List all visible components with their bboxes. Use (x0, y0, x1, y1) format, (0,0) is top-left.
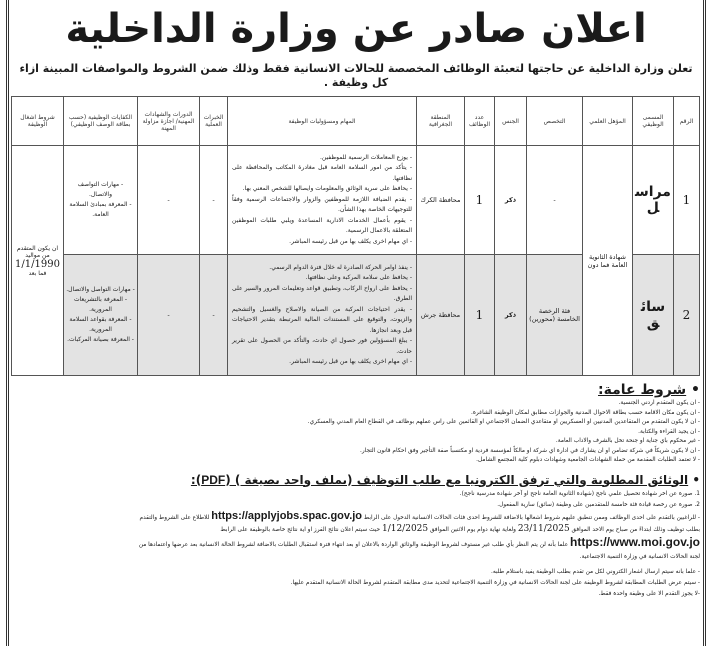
specialty: - (526, 145, 583, 255)
job-count: 1 (464, 254, 495, 376)
tasks: - يوزع المعاملات الرسمية للموظفين. - يتأ… (227, 145, 417, 255)
apply-line: - للراغبين بالتقدم على احدى الوظائف وممن… (12, 509, 700, 524)
gender: ذكر (494, 145, 527, 255)
heading-part: ): (190, 472, 202, 487)
task-item: - يبلغ المسؤولين فور حصول اي حادث، والتأ… (232, 337, 412, 355)
apply-line: https://www.moi.gov.jo علما بأنه لن يتم … (12, 534, 700, 552)
list-item: - ان يكون مكان الاقامة حسب بطاقة الاحوال… (470, 409, 700, 416)
heading-text: شروط عامة: (598, 382, 687, 398)
col-header: المنطقة الجغرافية (416, 96, 465, 146)
page-title: اعلان صادر عن وزارة الداخلية (65, 6, 647, 52)
qualification: شهادة الثانوية العامة فما دون (582, 145, 633, 376)
col-header: المسمى الوظيفي (632, 96, 674, 146)
text: حيث سيتم اعلان نتائج الفرز او اية نتائج … (220, 526, 381, 533)
condition-date: 1/1/1990 (15, 258, 60, 270)
general-conditions-list: - ان يكون المتقدم اردني الجنسية. - ان يك… (12, 399, 700, 466)
skills: - مهارات التواصف والاتصال. - المعرفة بمب… (63, 145, 138, 255)
task-item: - ينفذ اوامر الحركة الصادرة له خلال فترة… (269, 263, 412, 271)
apply-line: لجنة الحالات الانسانية في وزارة التنمية … (579, 553, 700, 560)
task-item: - اي مهام اخرى يكلف بها من قبل رئيسه الم… (289, 237, 412, 245)
gender: ذكر (494, 254, 527, 376)
apply-line: بطلب توظيف وذلك ابتداءً من صباح يوم الاح… (12, 524, 700, 536)
pdf-label: PDF (201, 472, 226, 487)
col-header: الكفايات الوظيفية (حسب بطاقة الوصف الوظي… (63, 96, 138, 146)
heading-part: الوثائق المطلوبة والتي ترفق الكترونيا مع… (225, 472, 689, 487)
page-content: اعلان صادر عن وزارة الداخلية تعلن وزارة … (11, 6, 700, 600)
col-header: المؤهل العلمي (582, 96, 633, 146)
list-item: 1. صورة عن اخر شهادة تحصيل علمي ناجح (شه… (459, 490, 700, 497)
condition-text: ان يكون المتقدم من مواليد (16, 244, 59, 259)
col-header: شروط اشغال الوظيفة (11, 96, 64, 146)
col-header: الرقم (673, 96, 700, 146)
col-header: الدورات والشهادات المهنية/ اجازة مزاولة … (137, 96, 200, 146)
tasks: - ينفذ اوامر الحركة الصادرة له خلال فترة… (227, 254, 417, 376)
task-item: - يقدم الضيافة اللازمة للموظفين والزوار … (232, 195, 412, 214)
col-header: عدد الوظائف (464, 96, 495, 146)
heading-text: الوثائق المطلوبة والتي ترفق الكترونيا مع… (191, 473, 688, 487)
list-item: - علما بانه سيتم ارسال اشعار الكتروني لك… (491, 568, 700, 575)
task-item: - يقدر احتياجات المركبة من الصيانة والاص… (232, 305, 412, 334)
list-item: - ان لا يكون المتقدم من المتقاعدين المدن… (307, 419, 700, 425)
documents-list: 1. صورة عن اخر شهادة تحصيل علمي ناجح (شه… (12, 489, 700, 600)
start-date: 23/11/2025 (517, 523, 570, 534)
condition-text: فما بعد (28, 269, 47, 277)
list-item: - ان لا يكون شريكاً في شركة تضامن او ان … (360, 447, 700, 454)
text: ولغاية نهاية دوام يوم الاثنين الموافق (429, 526, 516, 533)
moi-link[interactable]: https://www.moi.gov.jo (570, 534, 700, 549)
task-item: - اي مهام اخرى يكلف بها من قبل رئيسه الم… (289, 358, 412, 365)
skill-item: - مهارات التواصف والاتصال. (77, 181, 124, 198)
region: محافظة الكرك (416, 145, 465, 255)
job-title: مراسل (632, 145, 674, 255)
col-header: الجنس (494, 96, 527, 146)
list-item: - غير محكوم باي جناية او جنحة تخل بالشرف… (555, 438, 700, 444)
list-item: - سيتم عرض الطلبات المطابقة لشروط الوظيف… (290, 579, 700, 586)
skill-item: - المعرفة بقواعد السلامة المرورية. (69, 316, 132, 333)
text: - للراغبين بالتقدم على احدى الوظائف وممن… (363, 514, 700, 521)
experience: - (199, 145, 228, 255)
list-item: 2. صورة عن رخصة قيادة فئة خامسة للمتقدمي… (497, 501, 700, 508)
courses: - (137, 254, 200, 376)
list-item: - لا تعتمد الطلبات المقدمة من حملة الشها… (476, 457, 700, 463)
specialty: فئة الرخصة الخامسة (محورين) (526, 254, 583, 376)
skill-item: - المعرفة بمبادئ السلامة العامة. (69, 201, 132, 218)
row-number: 2 (673, 254, 700, 376)
apply-link[interactable]: https://applyjobs.spac.gov.jo (211, 509, 363, 522)
text: للاطلاع على الشروط والتقدم (139, 514, 210, 521)
documents-heading: • الوثائق المطلوبة والتي ترفق الكترونيا … (190, 472, 700, 487)
job-count: 1 (464, 145, 495, 255)
skill-item: - المعرفة بالتشريعات المرورية. (73, 296, 128, 313)
general-conditions-heading: • شروط عامة: (598, 382, 700, 398)
jobs-table: الرقم المسمى الوظيفي المؤهل العلمي التخص… (11, 96, 700, 376)
task-item: - يحافظ على سلامة المركبة وعلى نظافتها. (305, 274, 412, 281)
task-item: - يتأكد من امور السلامة العامة قبل مغادر… (232, 164, 412, 182)
skill-item: - المعرفة بصيانة المركبات. (67, 336, 134, 343)
end-date: 1/12/2025 (381, 523, 429, 534)
col-header: المهام ومسؤوليات الوظيفة (227, 96, 417, 146)
list-item: - ان يكون المتقدم اردني الجنسية. (618, 400, 700, 406)
task-item: - يحافظ على ارواح الركاب، وتطبيق قواعد و… (232, 284, 412, 303)
task-item: - يوزع المعاملات الرسمية للموظفين. (320, 153, 412, 161)
text: بطلب توظيف وذلك ابتداءً من صباح يوم الاح… (571, 526, 700, 533)
job-condition: ان يكون المتقدم من مواليد 1/1/1990 فما ب… (11, 145, 64, 376)
table-row: 1 مراسل شهادة الثانوية العامة فما دون - … (11, 145, 700, 376)
task-item: - يقوم بأعمال الخدمات الادارية المساعدة … (232, 216, 412, 235)
text: علما بأنه لن يتم النظر بأي طلب غير مستوف… (138, 541, 569, 548)
col-header: التخصص (526, 96, 583, 146)
list-item: - ان يجيد القراءة والكتابة. (638, 428, 700, 435)
region: محافظة جرش (416, 254, 465, 376)
task-item: - يحافظ على سرية الوثائق والمعلومات وايص… (242, 185, 412, 193)
list-item: -لا يجوز التقدم الا على وظيفة واحدة فقط. (598, 590, 700, 597)
row-number: 1 (673, 145, 700, 255)
skills: - مهارات التواصل والاتصال. - المعرفة بال… (63, 254, 138, 376)
experience: - (199, 254, 228, 376)
col-header: الخبرات العملية (199, 96, 228, 146)
job-title: سائق (632, 254, 674, 376)
subtitle: تعلن وزارة الداخلية عن حاجتها لتعبئة الو… (19, 62, 693, 89)
table-header: الرقم المسمى الوظيفي المؤهل العلمي التخص… (11, 96, 700, 146)
courses: - (137, 145, 200, 255)
skill-item: - مهارات التواصل والاتصال. (66, 286, 135, 293)
table-row: 2 سائق فئة الرخصة الخامسة (محورين) ذكر 1… (12, 254, 700, 376)
